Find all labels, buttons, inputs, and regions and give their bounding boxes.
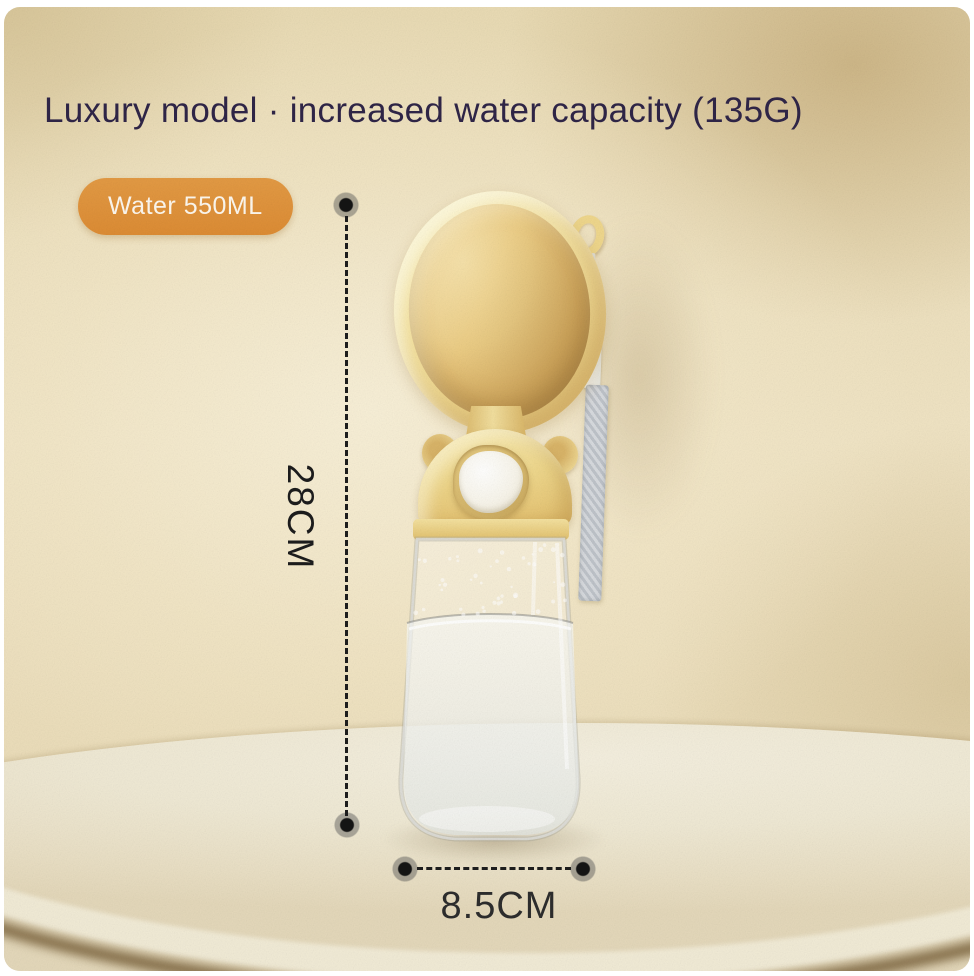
product-photo-card: 28CM 8.5CM Luxury model · increased wate… bbox=[4, 7, 970, 971]
straw-hint bbox=[531, 541, 537, 616]
height-dashed-line bbox=[345, 216, 348, 816]
height-dimension-label: 28CM bbox=[280, 463, 321, 571]
water-fill bbox=[403, 614, 579, 835]
dimension-dot-top bbox=[332, 191, 360, 219]
dimension-dot-right bbox=[569, 855, 597, 883]
capacity-badge: Water 550ML bbox=[78, 178, 293, 235]
bottle-base-reflection bbox=[419, 806, 555, 832]
bottle-body bbox=[398, 519, 581, 842]
capacity-badge-label: Water 550ML bbox=[108, 192, 263, 220]
page-title: Luxury model · increased water capacity … bbox=[44, 91, 803, 130]
width-dimension-label: 8.5CM bbox=[440, 885, 558, 927]
width-dashed-line bbox=[417, 867, 571, 870]
dimension-dot-left bbox=[391, 855, 419, 883]
